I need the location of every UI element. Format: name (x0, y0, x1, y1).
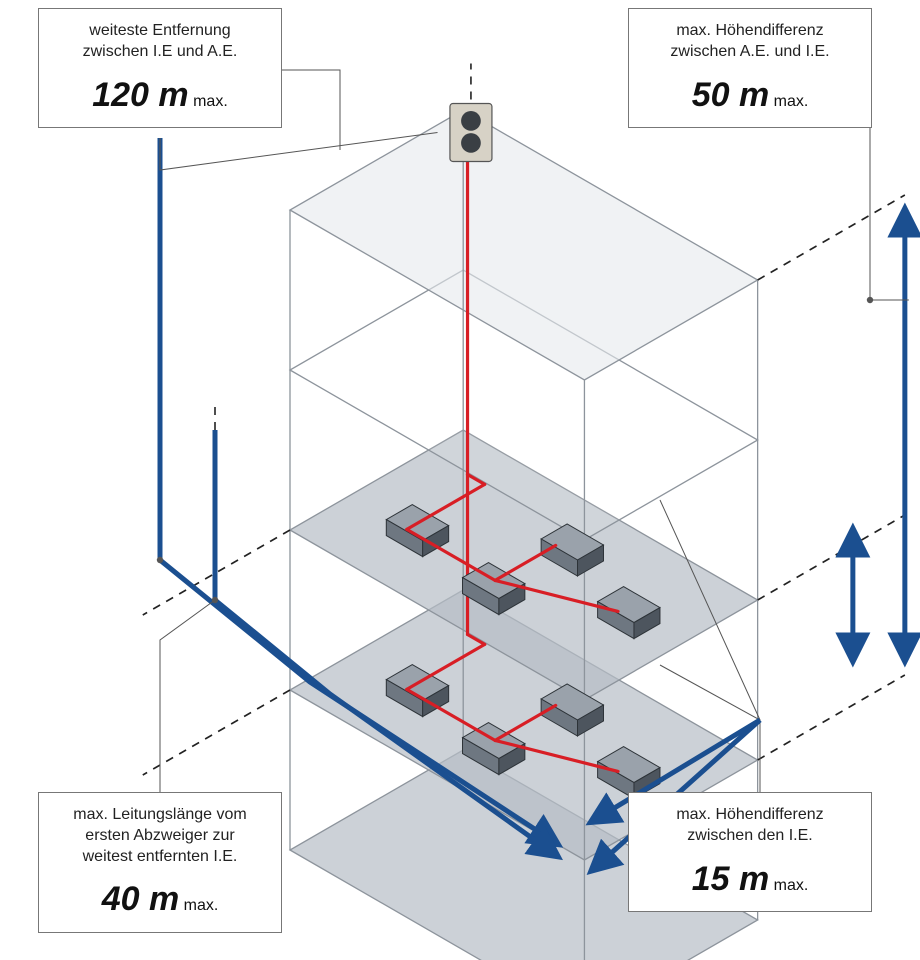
callout-value: 50 m max. (647, 73, 853, 117)
callout-bottom-left: max. Leitungslänge vom ersten Abzweiger … (38, 792, 282, 933)
callout-value: 15 m max. (647, 857, 853, 901)
callout-desc: zwischen I.E und A.E. (57, 42, 263, 63)
callout-top-left: weiteste Entfernung zwischen I.E und A.E… (38, 8, 282, 128)
callout-value: 40 m max. (57, 877, 263, 921)
callout-bottom-right: max. Höhendifferenz zwischen den I.E. 15… (628, 792, 872, 912)
callout-value: 120 m max. (57, 73, 263, 117)
callout-top-right: max. Höhendifferenz zwischen A.E. und I.… (628, 8, 872, 128)
callout-desc: zwischen A.E. und I.E. (647, 42, 853, 63)
callout-desc: max. Höhendifferenz (647, 21, 853, 42)
callout-desc: weiteste Entfernung (57, 21, 263, 42)
callout-desc: ersten Abzweiger zur (57, 826, 263, 847)
callout-desc: weitest entfernten I.E. (57, 847, 263, 868)
callout-desc: max. Höhendifferenz (647, 805, 853, 826)
callout-desc: zwischen den I.E. (647, 826, 853, 847)
callout-desc: max. Leitungslänge vom (57, 805, 263, 826)
